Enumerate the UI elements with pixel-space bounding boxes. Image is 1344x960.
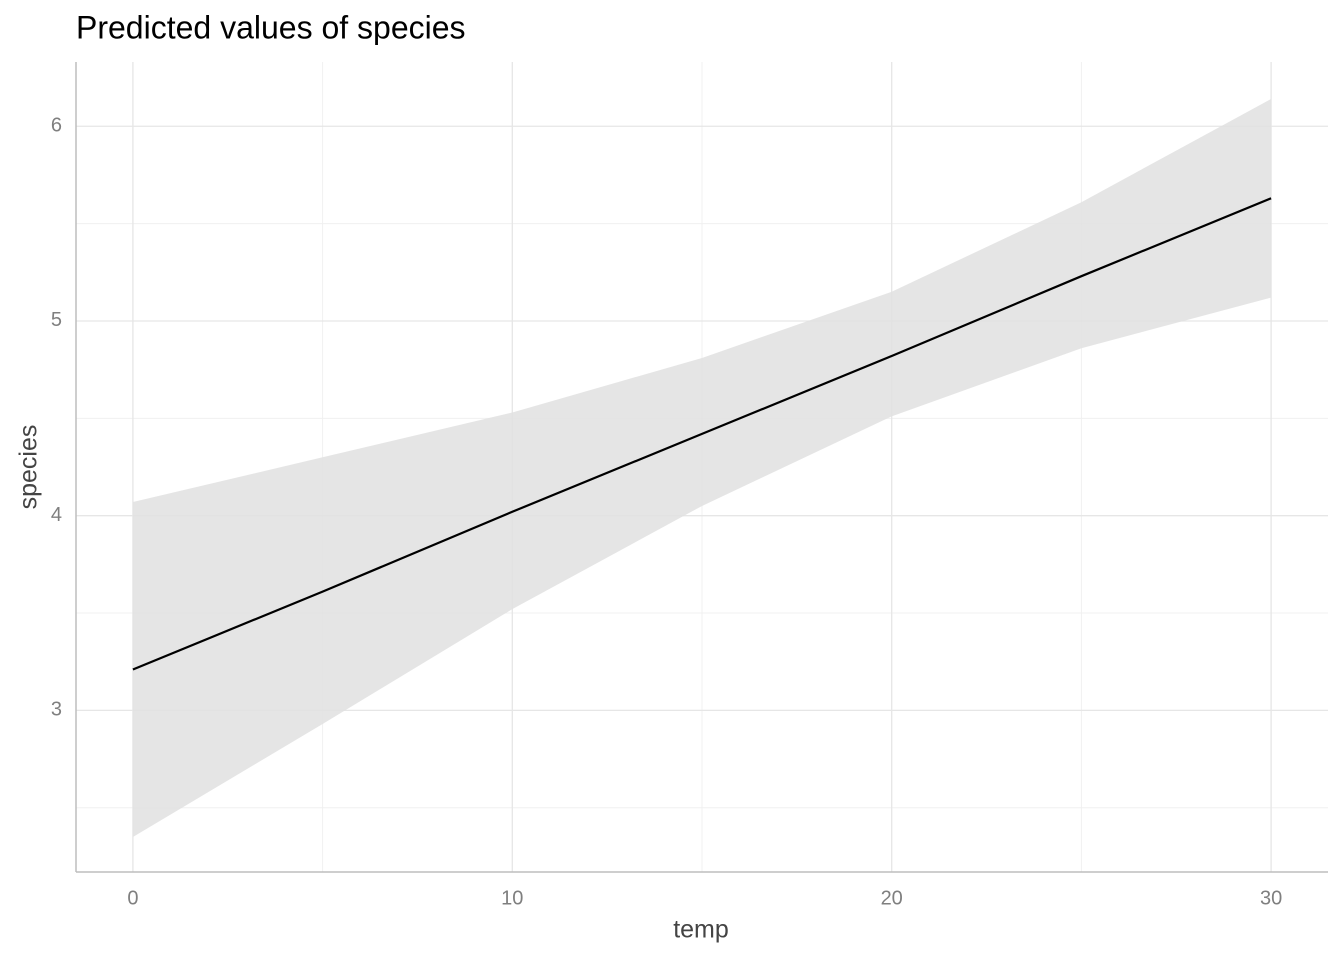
y-tick-label: 3 <box>51 699 62 721</box>
x-tick-label: 30 <box>1260 887 1282 909</box>
x-tick-label: 10 <box>501 887 523 909</box>
line <box>132 197 1272 671</box>
y-tick-label: 5 <box>51 309 62 331</box>
x-tick-label: 20 <box>881 887 903 909</box>
y-axis-title: species <box>15 425 43 510</box>
chart-title: Predicted values of species <box>76 9 466 45</box>
y-tick-label: 4 <box>51 504 62 526</box>
x-tick-label: 0 <box>127 887 138 909</box>
x-axis-title: temp <box>673 916 729 944</box>
confidence-band <box>132 98 1272 837</box>
y-tick-label: 6 <box>51 115 62 137</box>
